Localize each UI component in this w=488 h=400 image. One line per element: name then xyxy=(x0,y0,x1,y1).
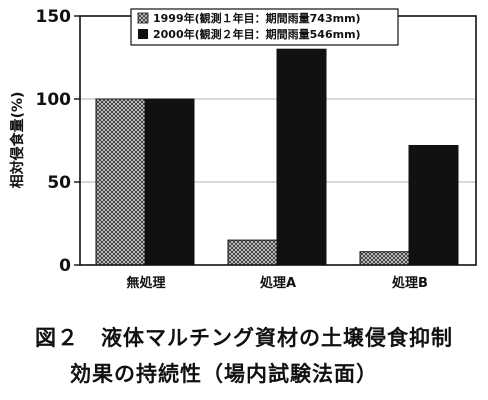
legend-label-1999: 1999年(観測１年目：期間雨量743mm) xyxy=(153,11,361,25)
legend-label-2000: 2000年(観測２年目：期間雨量546mm) xyxy=(153,27,361,41)
x-categories: 無処理 処理A 処理B xyxy=(126,275,427,291)
bar-1999-1 xyxy=(227,239,278,266)
x-category-label: 処理A xyxy=(259,275,296,291)
bar-chart: 0 50 100 150 無処理 処理A 処理B 相対侵食量(%) 1999年(観測１年目… xyxy=(9,7,477,291)
legend: 1999年(観測１年目：期間雨量743mm) 2000年(観測２年目：期間雨量5… xyxy=(130,8,399,46)
y-tick-label: 150 xyxy=(36,7,72,27)
bar-2000-0 xyxy=(144,98,195,266)
y-axis-label: 相対侵食量(%) xyxy=(9,92,26,189)
y-tick-label: 100 xyxy=(36,90,72,110)
y-tick-label: 50 xyxy=(47,173,71,193)
bars xyxy=(95,48,459,266)
y-tick-label: 0 xyxy=(59,256,71,276)
y-ticks: 0 50 100 150 xyxy=(36,7,80,276)
x-category-label: 無処理 xyxy=(126,275,165,291)
figure-caption-line1: 図２ 液体マルチング資材の土壌侵食抑制 xyxy=(35,326,453,350)
bar-1999-2 xyxy=(359,251,410,266)
bar-1999-0 xyxy=(95,98,146,266)
legend-box xyxy=(130,8,399,46)
legend-swatch-1999 xyxy=(137,12,149,24)
legend-swatch-2000 xyxy=(138,29,148,39)
figure-caption-line2: 効果の持続性（場内試験法面） xyxy=(70,362,378,386)
bar-2000-1 xyxy=(276,48,327,266)
bar-2000-2 xyxy=(408,144,459,266)
x-category-label: 処理B xyxy=(391,275,428,291)
